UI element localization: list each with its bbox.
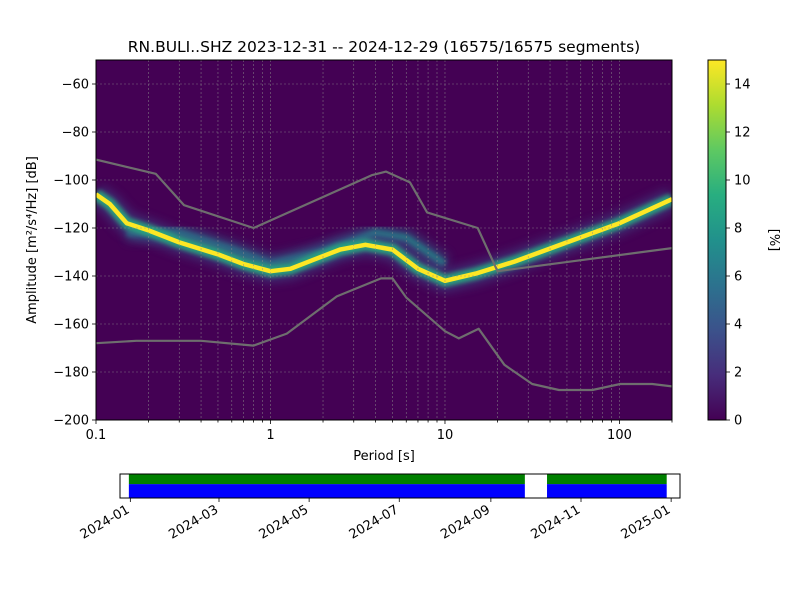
timeline-tick-label: 2024-07 bbox=[347, 502, 402, 542]
data-available-bar bbox=[128, 484, 525, 498]
data-used-bar bbox=[547, 474, 667, 485]
x-tick-label: 1 bbox=[266, 428, 274, 443]
y-tick-label: −100 bbox=[53, 174, 89, 189]
x-tick-label: 0.1 bbox=[86, 428, 107, 443]
y-tick-label: −60 bbox=[62, 78, 89, 93]
noise-model-line bbox=[96, 158, 672, 273]
colorbar-tick-label: 4 bbox=[734, 318, 742, 333]
timeline-tick-label: 2025-01 bbox=[619, 502, 674, 542]
timeline-tick-label: 2024-11 bbox=[528, 502, 583, 542]
y-tick-label: −160 bbox=[53, 318, 89, 333]
timeline-tick-label: 2024-03 bbox=[166, 502, 221, 542]
x-tick-label: 10 bbox=[437, 428, 454, 443]
colorbar-tick-label: 10 bbox=[734, 174, 751, 189]
timeline-frame bbox=[119, 473, 681, 499]
colorbar-tick-label: 14 bbox=[734, 78, 751, 93]
colorbar-tick-label: 0 bbox=[734, 414, 742, 429]
plot-frame bbox=[95, 59, 673, 421]
colorbar: 0 2 4 6 8 10 12 14 [%] bbox=[707, 59, 781, 429]
timeline-tick-label: 2024-01 bbox=[78, 502, 133, 542]
y-axis-label: Amplitude [m²/s⁴/Hz] [dB] bbox=[25, 156, 40, 324]
y-tick-label: −80 bbox=[62, 126, 89, 141]
colorbar-tick-label: 12 bbox=[734, 126, 751, 141]
data-availability-timeline: 2024-01 2024-03 2024-05 2024-07 2024-09 2024-… bbox=[78, 473, 681, 543]
timeline-tick-label: 2024-05 bbox=[257, 502, 312, 542]
noise-model-line bbox=[96, 277, 672, 392]
y-tick-label: −180 bbox=[53, 366, 89, 381]
colorbar-gradient bbox=[707, 59, 727, 421]
x-axis-label: Period [s] bbox=[353, 449, 415, 464]
figure-title: RN.BULI..SHZ 2023-12-31 -- 2024-12-29 (1… bbox=[128, 38, 640, 56]
colorbar-tick-label: 2 bbox=[734, 366, 742, 381]
colorbar-tick-label: 6 bbox=[734, 270, 742, 285]
psd-heatmap-plot: 0.1 1 10 100 −200 −180 −160 −140 −120 −100 −80 −60… bbox=[25, 59, 673, 464]
ridge-line bbox=[96, 192, 672, 284]
colorbar-label: [%] bbox=[766, 229, 781, 252]
x-tick-label: 100 bbox=[607, 428, 632, 443]
colorbar-tick-label: 8 bbox=[734, 222, 742, 237]
timeline-tick-label: 2024-09 bbox=[438, 502, 493, 542]
y-tick-label: −120 bbox=[53, 222, 89, 237]
data-used-bar bbox=[128, 474, 525, 485]
data-available-bar bbox=[547, 484, 667, 498]
y-tick-label: −200 bbox=[53, 414, 89, 429]
y-tick-label: −140 bbox=[53, 270, 89, 285]
